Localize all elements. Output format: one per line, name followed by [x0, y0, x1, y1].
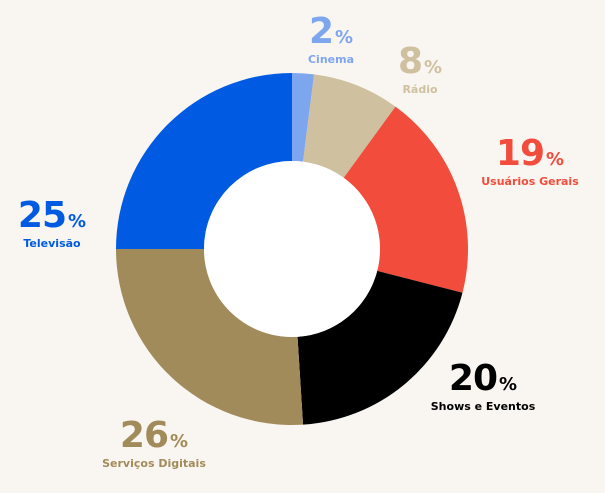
label-servicos-digitais: 26% Serviços Digitais [102, 415, 206, 470]
value-shows-e-eventos: 20 [448, 358, 498, 399]
label-usuarios-gerais: 19% Usuários Gerais [481, 133, 579, 188]
value-usuarios-gerais: 19 [495, 133, 545, 174]
percent-sign: % [499, 374, 518, 395]
value-televisao: 25 [17, 195, 67, 236]
value-cinema: 2 [308, 11, 334, 52]
name-radio: Rádio [402, 83, 438, 96]
label-televisao: 25% Televisão [17, 195, 87, 250]
percent-sign: % [335, 27, 354, 48]
slice-shows-e-eventos [297, 270, 463, 425]
name-cinema: Cinema [307, 53, 355, 66]
value-servicos-digitais: 26 [119, 415, 169, 456]
donut-hole [204, 161, 380, 337]
percent-sign: % [424, 57, 443, 78]
percent-sign: % [170, 431, 189, 452]
slice-televisao [116, 73, 292, 249]
name-shows-e-eventos: Shows e Eventos [430, 400, 536, 413]
name-usuarios-gerais: Usuários Gerais [481, 175, 579, 188]
slice-cinema [292, 73, 315, 162]
label-cinema: 2% Cinema [307, 11, 355, 66]
slice-radio [303, 74, 396, 178]
percent-sign: % [546, 149, 565, 170]
name-servicos-digitais: Serviços Digitais [102, 457, 206, 470]
label-shows-e-eventos: 20% Shows e Eventos [430, 358, 536, 413]
percent-sign: % [68, 211, 87, 232]
slice-usuarios-gerais [343, 106, 468, 293]
name-televisao: Televisão [23, 237, 81, 250]
value-radio: 8 [397, 41, 423, 82]
label-radio: 8% Rádio [397, 41, 443, 96]
slice-servicos-digitais [116, 249, 304, 425]
